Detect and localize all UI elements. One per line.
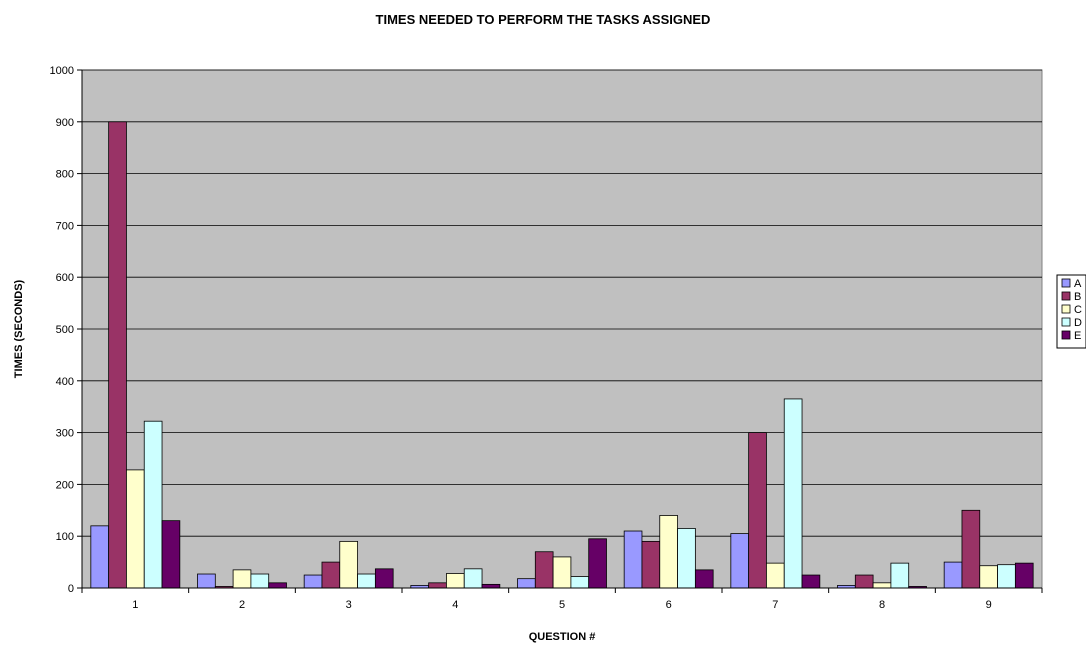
x-axis-label: QUESTION # xyxy=(529,631,596,643)
bar-q3-a xyxy=(303,574,323,589)
bar-q4-d xyxy=(463,568,483,589)
bar-q5-c xyxy=(552,556,572,589)
legend-swatch-e xyxy=(1061,330,1071,340)
x-tick-label: 3 xyxy=(346,599,352,611)
x-tick-label: 2 xyxy=(239,599,245,611)
bar-q5-b xyxy=(534,551,554,589)
bar-q3-e xyxy=(374,568,394,589)
x-tick-label: 8 xyxy=(879,599,885,611)
legend-swatch-d xyxy=(1061,317,1071,327)
bar-q3-d xyxy=(357,573,376,589)
x-tick-labels: 1 2 3 4 5 6 7 8 9 xyxy=(132,599,991,611)
legend-label-c: C xyxy=(1074,304,1082,316)
x-tick-label: 1 xyxy=(132,599,138,611)
bar-q1-d xyxy=(143,420,163,589)
y-tick-label: 700 xyxy=(56,220,74,232)
bar-q1-e xyxy=(161,520,181,589)
bar-q3-b xyxy=(321,561,341,589)
bar-q7-e xyxy=(801,574,821,589)
legend-swatch-b xyxy=(1061,291,1071,301)
bar-q9-c xyxy=(979,565,998,589)
y-tick-label: 0 xyxy=(68,583,74,595)
y-tick-label: 300 xyxy=(56,428,74,440)
bar-q2-d xyxy=(250,573,270,589)
bar-q9-b xyxy=(961,509,981,589)
bar-q6-c xyxy=(659,515,678,589)
legend-label-e: E xyxy=(1074,330,1081,342)
bar-q8-d xyxy=(890,562,910,589)
y-tick-labels: 0 100 200 300 400 500 600 700 800 900 1000 xyxy=(50,65,74,595)
bar-q2-e xyxy=(268,582,287,589)
bar-q9-a xyxy=(943,561,963,589)
x-tick-label: 5 xyxy=(559,599,565,611)
bar-q6-e xyxy=(694,569,714,589)
x-tick-label: 4 xyxy=(452,599,458,611)
bar-q9-e xyxy=(1014,562,1034,589)
legend-label-d: D xyxy=(1074,317,1082,329)
bar-q3-c xyxy=(339,540,358,589)
bar-q7-d xyxy=(783,398,803,589)
y-tick-label: 500 xyxy=(56,324,74,336)
bar-q2-c xyxy=(232,569,252,589)
y-tick-label: 600 xyxy=(56,272,74,284)
bar-q4-e xyxy=(481,583,501,589)
x-tick-label: 7 xyxy=(772,599,778,611)
bar-q1-c xyxy=(126,469,145,589)
axes xyxy=(77,69,1043,593)
legend-swatch-a xyxy=(1061,278,1071,288)
bars xyxy=(90,121,1034,589)
y-tick-label: 800 xyxy=(56,169,74,181)
y-tick-label: 400 xyxy=(56,376,74,388)
bar-q5-d xyxy=(570,576,590,589)
y-tick-label: 200 xyxy=(56,479,74,491)
bar-q4-b xyxy=(428,582,447,589)
bar-q9-d xyxy=(997,564,1016,589)
bar-q6-a xyxy=(623,530,643,589)
bar-q7-c xyxy=(766,562,785,589)
bar-q8-c xyxy=(872,582,892,589)
x-tick-label: 6 xyxy=(666,599,672,611)
y-tick-label: 1000 xyxy=(50,65,74,77)
y-tick-label: 100 xyxy=(56,531,74,543)
y-axis-label: TIMES (SECONDS) xyxy=(13,279,25,378)
bar-q7-b xyxy=(748,432,767,589)
bar-q4-c xyxy=(446,573,465,589)
bar-q6-d xyxy=(677,528,696,589)
legend-label-b: B xyxy=(1074,291,1081,303)
bar-q6-b xyxy=(641,540,661,589)
gridlines xyxy=(82,69,1042,537)
bar-q5-a xyxy=(517,578,536,589)
bar-q1-b xyxy=(108,121,127,589)
bar-q7-a xyxy=(730,533,750,589)
bar-q8-b xyxy=(854,574,874,589)
chart-title: TIMES NEEDED TO PERFORM THE TASKS ASSIGN… xyxy=(376,12,711,27)
bar-q1-a xyxy=(90,525,110,589)
legend-swatch-c xyxy=(1061,304,1071,314)
bar-q5-e xyxy=(588,538,607,589)
x-tick-label: 9 xyxy=(986,599,992,611)
bar-q2-a xyxy=(197,573,216,589)
y-tick-label: 900 xyxy=(56,117,74,129)
legend-label-a: A xyxy=(1074,278,1082,290)
